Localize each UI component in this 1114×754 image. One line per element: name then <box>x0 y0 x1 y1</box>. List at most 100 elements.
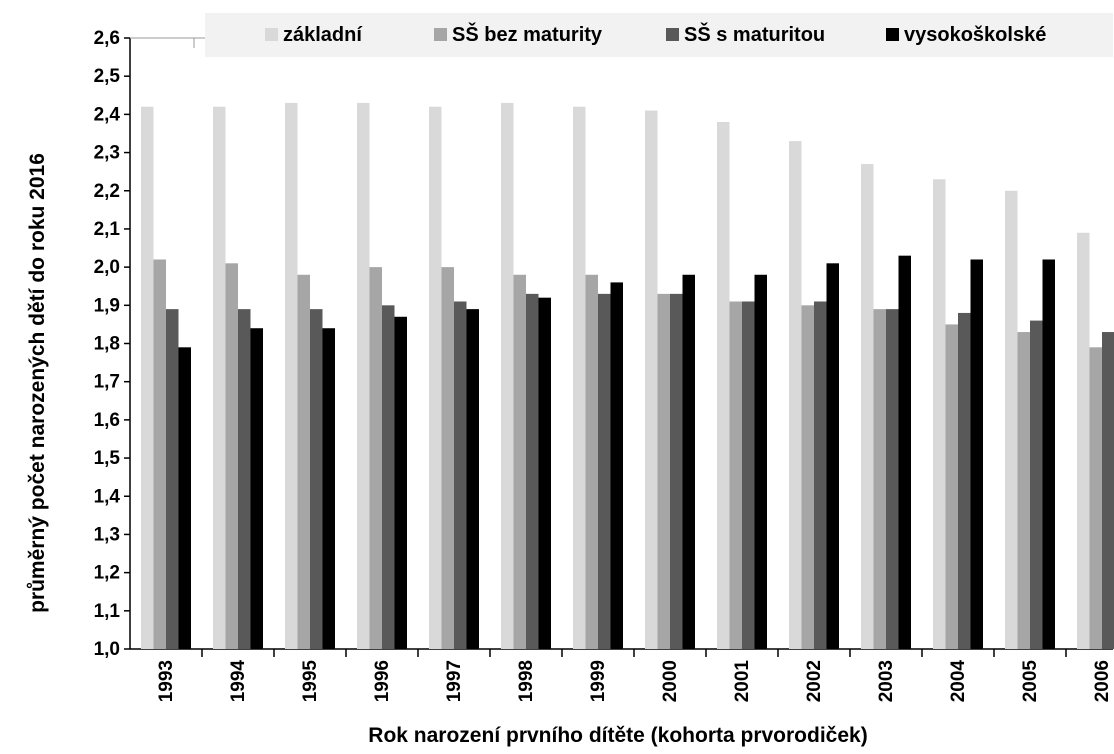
x-tick-label: 1999 <box>588 660 609 702</box>
bar <box>682 274 695 649</box>
x-axis-title: Rok narození prvního dítěte (kohorta prv… <box>368 724 867 747</box>
bar <box>166 309 179 649</box>
bar <box>394 316 407 649</box>
bar <box>526 293 539 649</box>
bar <box>297 274 310 649</box>
x-tick-label: 1996 <box>372 660 393 702</box>
bar <box>861 164 874 650</box>
y-tick-label: 1,8 <box>94 334 120 355</box>
bar <box>789 141 802 649</box>
y-axis-title: průměrný počet narozených dětí do roku 2… <box>26 153 49 613</box>
x-tick-label: 2004 <box>948 660 969 703</box>
x-tick-label: 1993 <box>156 660 177 702</box>
bar <box>801 305 814 649</box>
bar <box>382 305 395 649</box>
x-tick-label: 1998 <box>516 660 537 702</box>
bar <box>1005 190 1018 649</box>
bar <box>970 259 983 649</box>
bar <box>826 263 839 649</box>
legend-swatch <box>886 28 899 41</box>
y-tick-label: 1,2 <box>94 563 120 584</box>
y-tick-labels: 1,0 1,1 1,2 1,3 1,4 1,5 1,6 1,7 1,8 1,9 2,0 2,1 2,2 2… <box>94 28 121 660</box>
bar <box>814 301 827 649</box>
legend-label: základní <box>283 24 363 46</box>
y-tick-label: 2,6 <box>94 28 120 49</box>
bar <box>1089 347 1102 649</box>
y-tick-label: 2,5 <box>94 66 121 87</box>
bar <box>1077 232 1090 649</box>
bar <box>610 282 623 649</box>
bar <box>213 106 226 650</box>
legend: základní SŠ bez maturity SŠ s maturitou vys… <box>205 13 1113 57</box>
x-tick-label: 1995 <box>300 660 321 703</box>
bar <box>369 267 382 649</box>
bar <box>1042 259 1055 649</box>
bar <box>178 347 191 649</box>
y-tick-label: 1,9 <box>94 295 120 316</box>
y-tick-label: 2,0 <box>94 257 120 278</box>
y-tick-label: 1,3 <box>94 524 120 545</box>
bar <box>250 328 263 649</box>
x-tick-label: 1997 <box>444 660 465 702</box>
legend-swatch <box>666 28 679 41</box>
bar <box>225 263 238 649</box>
bar <box>598 293 611 649</box>
bar <box>141 106 154 650</box>
bar <box>454 301 467 649</box>
bar <box>886 309 899 649</box>
bar <box>958 312 971 649</box>
bar <box>153 259 166 649</box>
bar <box>310 309 323 649</box>
legend-label: SŠ s maturitou <box>684 22 825 46</box>
bar <box>322 328 335 649</box>
bar <box>933 179 946 649</box>
bar <box>573 106 586 650</box>
bar <box>513 274 526 649</box>
bar <box>1030 320 1043 649</box>
bar <box>670 293 683 649</box>
x-tick-label: 2001 <box>732 660 753 703</box>
legend-box <box>205 13 1113 57</box>
y-tick-label: 1,4 <box>94 486 121 507</box>
bar <box>1102 332 1114 649</box>
x-tick-labels: 1993 1994 1995 1996 1997 1998 1999 2000 2001 2002… <box>156 660 1113 703</box>
bar <box>657 293 670 649</box>
bar <box>945 324 958 649</box>
bar <box>441 267 454 649</box>
y-tick-label: 1,6 <box>94 410 120 431</box>
bar <box>1017 332 1030 649</box>
legend-label: vysokoškolské <box>904 24 1046 46</box>
bar <box>754 274 767 649</box>
y-tick-label: 1,1 <box>94 601 121 622</box>
bar <box>238 309 251 649</box>
bar <box>645 110 658 649</box>
bar <box>429 106 442 650</box>
y-tick-label: 2,2 <box>94 181 120 202</box>
legend-swatch <box>265 28 278 41</box>
legend-label: SŠ bez maturity <box>452 22 603 46</box>
bar <box>873 309 886 649</box>
bars <box>141 102 1114 650</box>
y-tick-label: 1,7 <box>94 372 120 393</box>
y-tick-label: 2,4 <box>94 104 121 125</box>
y-tick-label: 1,0 <box>94 639 120 660</box>
x-tick-label: 2000 <box>660 660 681 702</box>
bar <box>898 255 911 649</box>
x-tick-label: 2003 <box>876 660 897 702</box>
x-tick-label: 1994 <box>228 660 249 703</box>
bar <box>538 297 551 649</box>
x-tick-label: 2005 <box>1020 660 1041 703</box>
bar <box>729 301 742 649</box>
legend-swatch <box>434 28 447 41</box>
x-tick-label: 2002 <box>804 660 825 702</box>
bar <box>466 309 479 649</box>
y-tick-label: 2,1 <box>94 219 121 240</box>
bar <box>585 274 598 649</box>
bar <box>742 301 755 649</box>
bar <box>285 102 298 649</box>
x-tick-label: 2006 <box>1092 660 1113 702</box>
bar <box>717 122 730 649</box>
bar <box>357 102 370 649</box>
y-tick-label: 1,5 <box>94 448 121 469</box>
y-tick-label: 2,3 <box>94 143 120 164</box>
